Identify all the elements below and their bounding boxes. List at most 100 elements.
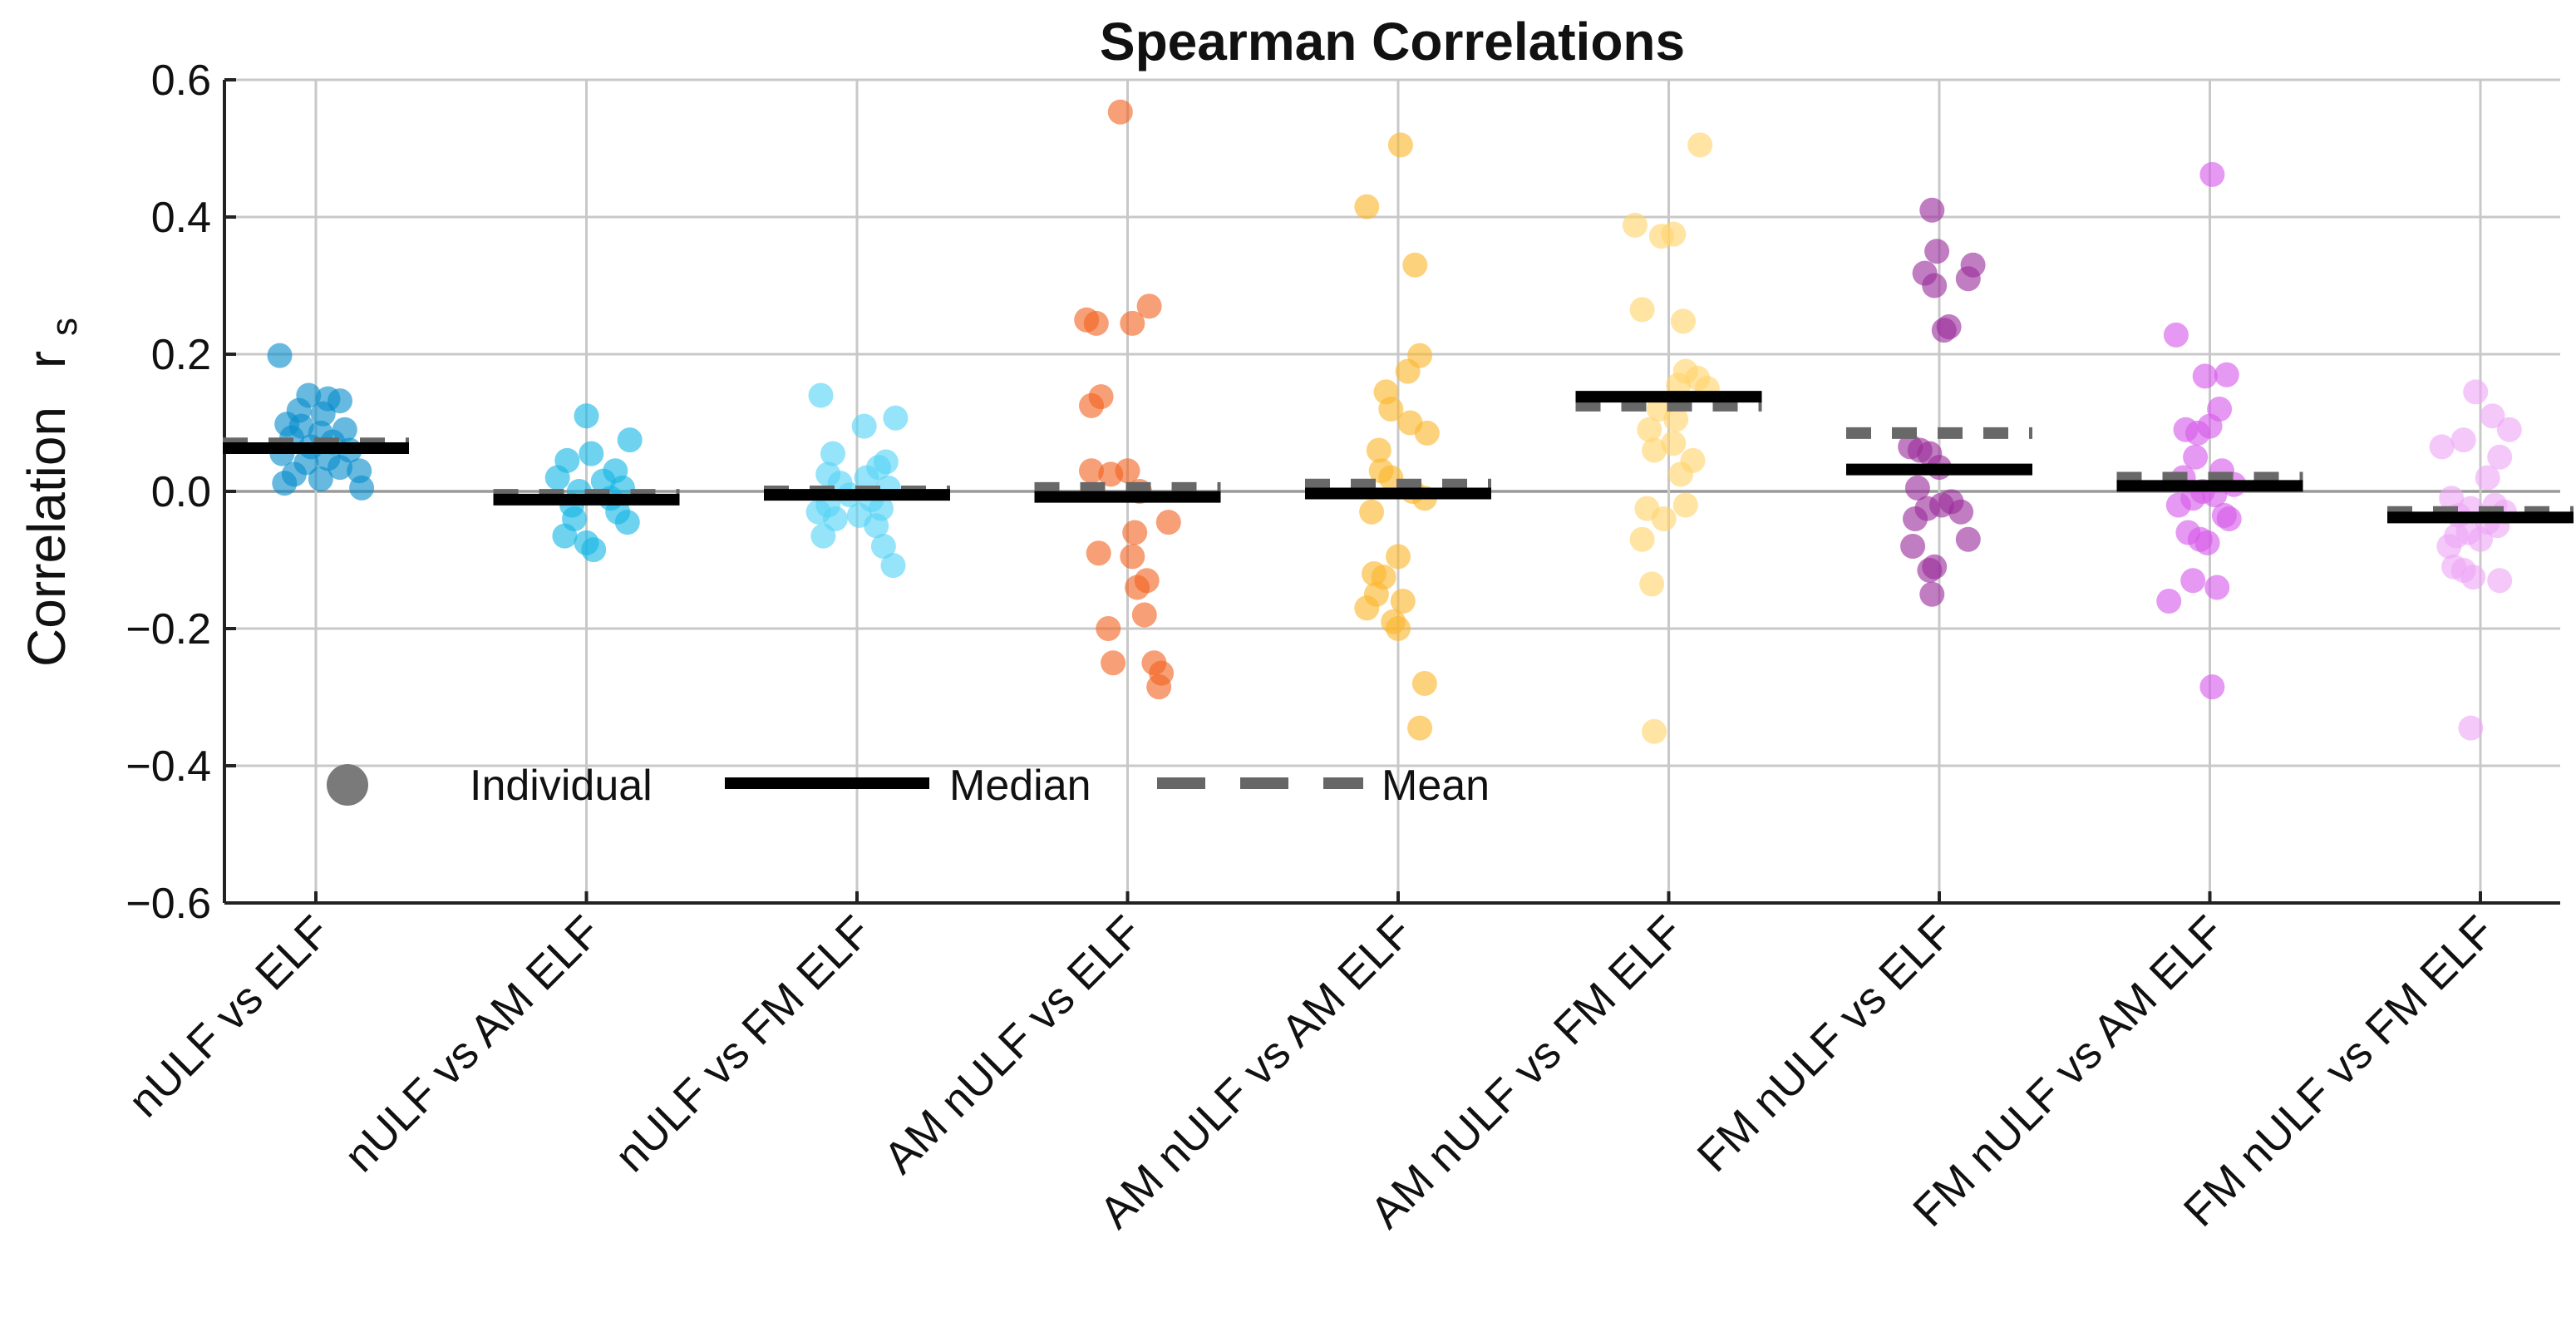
data-point (820, 441, 845, 466)
data-point (2496, 417, 2522, 442)
data-point (1642, 437, 1667, 463)
data-point (2165, 492, 2191, 518)
data-point (1414, 420, 1440, 446)
data-point (1639, 571, 1665, 597)
y-tick-label: −0.2 (126, 605, 211, 654)
data-point (1387, 132, 1413, 158)
data-point (2185, 420, 2210, 446)
data-point (1917, 557, 1943, 583)
data-point (1366, 437, 1391, 463)
svg-text:Correlation r s: Correlation r s (17, 318, 85, 667)
data-point (2475, 465, 2500, 491)
data-point (1354, 595, 1380, 621)
data-point (2480, 403, 2505, 429)
data-point (1919, 197, 1945, 223)
data-point (2460, 565, 2486, 590)
data-point (1120, 310, 1145, 336)
data-point (2180, 568, 2206, 594)
data-point (1390, 589, 1416, 614)
data-point (579, 441, 604, 466)
data-point (349, 475, 375, 501)
x-tick-label: FM nULF vs ELF (1688, 906, 1963, 1181)
y-tick-label: 0.4 (151, 194, 211, 242)
x-tick-label: FM nULF vs FM ELF (2175, 906, 2505, 1236)
x-tick-label: nULF vs AM ELF (335, 906, 610, 1181)
data-point (1661, 431, 1687, 456)
data-point (2468, 526, 2493, 552)
axes (223, 78, 2560, 905)
y-axis-symbol: r (17, 351, 76, 368)
data-point (1122, 520, 1148, 545)
data-points (267, 99, 2522, 744)
y-tick-label: −0.4 (126, 742, 211, 791)
data-point (2487, 444, 2513, 470)
data-point (1155, 510, 1181, 535)
data-point (617, 427, 643, 453)
data-point (1642, 718, 1667, 744)
data-point (883, 405, 909, 431)
data-point (1651, 506, 1677, 531)
data-point (552, 523, 578, 549)
data-point (1411, 671, 1437, 696)
y-tick-label: 0.0 (151, 468, 211, 516)
data-point (2450, 427, 2476, 453)
data-point (1386, 544, 1411, 570)
data-point (1629, 526, 1655, 552)
summary-lines (223, 391, 2574, 524)
data-point (1131, 602, 1157, 628)
data-point (2163, 322, 2189, 348)
data-point (1904, 475, 1930, 501)
data-point (1948, 499, 1974, 525)
data-point (1107, 99, 1133, 125)
data-point (1919, 581, 1945, 607)
x-tick-label: nULF vs ELF (119, 906, 339, 1127)
y-axis-subscript: s (44, 318, 85, 336)
data-point (2429, 434, 2455, 460)
data-point (2487, 568, 2513, 594)
data-point (1079, 458, 1104, 484)
data-point (574, 403, 599, 429)
data-point (1903, 506, 1928, 531)
data-point (2458, 715, 2484, 741)
data-point (2199, 674, 2225, 700)
data-point (1648, 224, 1674, 249)
data-point (1079, 392, 1104, 418)
data-point (2192, 363, 2218, 389)
data-point (880, 553, 906, 579)
data-point (2156, 589, 2182, 614)
data-point (1900, 534, 1926, 559)
data-point (1670, 308, 1696, 334)
data-point (1120, 544, 1145, 570)
data-point (1955, 526, 1981, 552)
y-tick-labels: −0.6 −0.4 −0.2 0.0 0.2 0.4 0.6 (126, 57, 211, 928)
data-point (1629, 297, 1655, 323)
y-tick-label: 0.2 (151, 331, 211, 379)
data-point (1955, 266, 1981, 292)
data-point (2194, 530, 2220, 555)
data-point (1136, 294, 1162, 319)
data-point (581, 537, 607, 563)
data-point (272, 471, 298, 496)
data-point (1354, 194, 1380, 220)
data-point (1146, 674, 1172, 700)
data-point (1922, 273, 1948, 298)
data-point (1096, 616, 1121, 641)
data-point (1125, 575, 1150, 600)
legend-individual-marker (327, 764, 368, 806)
y-tick-label: 0.6 (151, 57, 211, 105)
data-point (2204, 575, 2230, 600)
y-tick-label: −0.6 (126, 880, 211, 928)
data-point (808, 382, 834, 408)
data-point (310, 401, 336, 427)
data-point (1687, 132, 1713, 158)
data-point (2436, 534, 2462, 559)
y-axis-title: Correlation r s (17, 318, 85, 667)
chart-title: Spearman Correlations (1100, 12, 1685, 72)
data-point (1924, 239, 1950, 264)
legend-mean-label: Mean (1382, 762, 1490, 810)
data-point (2214, 362, 2239, 387)
data-point (1931, 318, 1957, 343)
data-point (2463, 379, 2489, 405)
data-point (851, 413, 877, 439)
